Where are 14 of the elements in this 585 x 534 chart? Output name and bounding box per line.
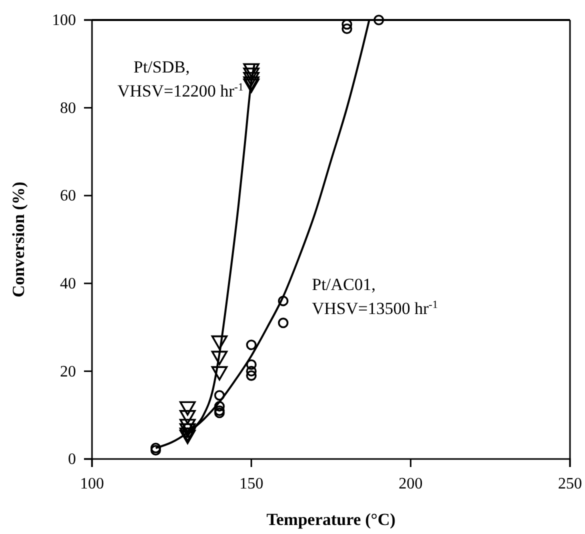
y-tick-label: 60 bbox=[60, 188, 76, 205]
y-tick-label: 0 bbox=[68, 451, 76, 468]
y-tick-label: 100 bbox=[52, 12, 76, 30]
series-label: Pt/SDB, VHSV=12200 hr$^{-1}$ bbox=[117, 58, 244, 100]
x-tick-label: 200 bbox=[398, 475, 423, 492]
y-axis-title: Conversion (%) bbox=[9, 182, 28, 298]
x-tick-label: 250 bbox=[558, 475, 582, 492]
y-tick-label: 40 bbox=[60, 276, 76, 293]
y-tick-label: 80 bbox=[60, 100, 76, 117]
x-tick-label: 150 bbox=[239, 475, 264, 492]
x-axis-title: Temperature (°C) bbox=[266, 510, 396, 529]
x-tick-label: 100 bbox=[80, 475, 104, 492]
y-tick-label: 20 bbox=[60, 363, 76, 380]
series-label: Pt/AC01, VHSV=13500 hr$^{-1}$ bbox=[312, 274, 438, 318]
